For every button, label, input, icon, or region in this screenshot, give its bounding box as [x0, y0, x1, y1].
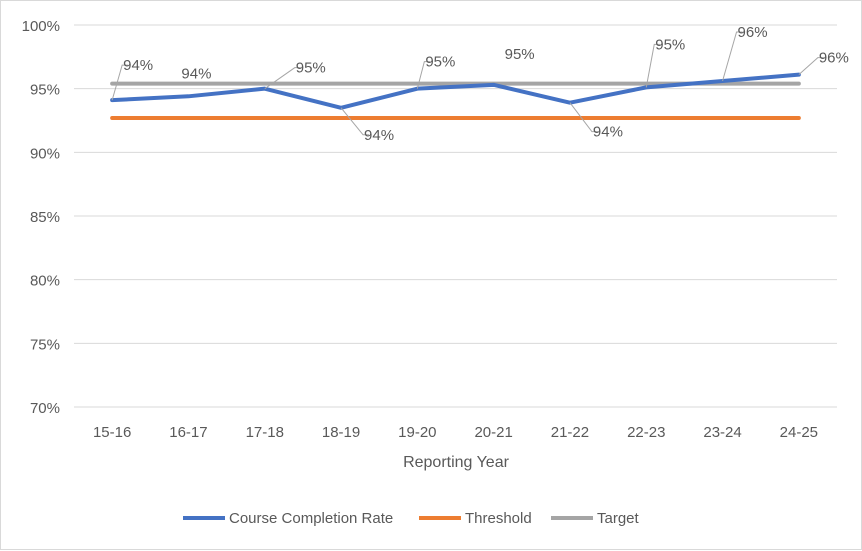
x-tick-label: 21-22 [551, 424, 589, 441]
data-label: 94% [364, 127, 394, 144]
y-tick-label: 80% [30, 273, 60, 290]
legend: Course Completion Rate Threshold Target [183, 510, 640, 527]
leader-line [340, 107, 370, 136]
x-axis-title: Reporting Year [403, 454, 510, 471]
data-label: 95% [505, 46, 535, 63]
data-label: 96% [738, 24, 768, 41]
x-tick-label: 19-20 [398, 424, 436, 441]
data-label: 94% [593, 124, 623, 141]
y-tick-label: 85% [30, 209, 60, 226]
leader-line [264, 67, 301, 90]
x-axis-ticks: 15-16 16-17 17-18 18-19 19-20 20-21 21-22 22-23… [93, 424, 818, 441]
leader-line [645, 43, 661, 88]
leader-line [798, 57, 824, 76]
leader-line [722, 31, 743, 82]
y-tick-label: 100% [22, 18, 60, 35]
legend-item: Target [551, 510, 640, 527]
legend-item: Course Completion Rate [183, 510, 393, 527]
x-tick-label: 17-18 [246, 424, 284, 441]
legend-label: Threshold [465, 510, 532, 527]
x-tick-label: 22-23 [627, 424, 665, 441]
leader-line [569, 102, 598, 133]
data-labels: 94% 94% 95% 94% 95% 95% 94% 95% 96% 96% [111, 24, 849, 144]
series-line-course-completion-rate [110, 72, 801, 110]
data-label: 95% [655, 36, 685, 53]
data-label: 94% [123, 57, 153, 74]
x-tick-label: 18-19 [322, 424, 360, 441]
x-tick-label: 24-25 [780, 424, 818, 441]
y-tick-label: 90% [30, 145, 60, 162]
x-tick-label: 23-24 [703, 424, 741, 441]
leader-line [416, 61, 431, 89]
legend-label: Course Completion Rate [229, 510, 393, 527]
legend-label: Target [597, 510, 640, 527]
y-tick-label: 70% [30, 400, 60, 417]
data-label: 95% [425, 54, 455, 71]
data-label: 96% [819, 50, 849, 67]
leader-line [111, 64, 129, 101]
y-tick-label: 95% [30, 82, 60, 99]
y-axis-ticks: 70% 75% 80% 85% 90% 95% 100% [22, 18, 60, 417]
y-tick-label: 75% [30, 336, 60, 353]
x-tick-label: 16-17 [169, 424, 207, 441]
x-tick-label: 20-21 [474, 424, 512, 441]
legend-item: Threshold [419, 510, 532, 527]
x-tick-label: 15-16 [93, 424, 131, 441]
data-label: 95% [296, 60, 326, 77]
data-label: 94% [181, 65, 211, 82]
series-lines [110, 72, 801, 120]
